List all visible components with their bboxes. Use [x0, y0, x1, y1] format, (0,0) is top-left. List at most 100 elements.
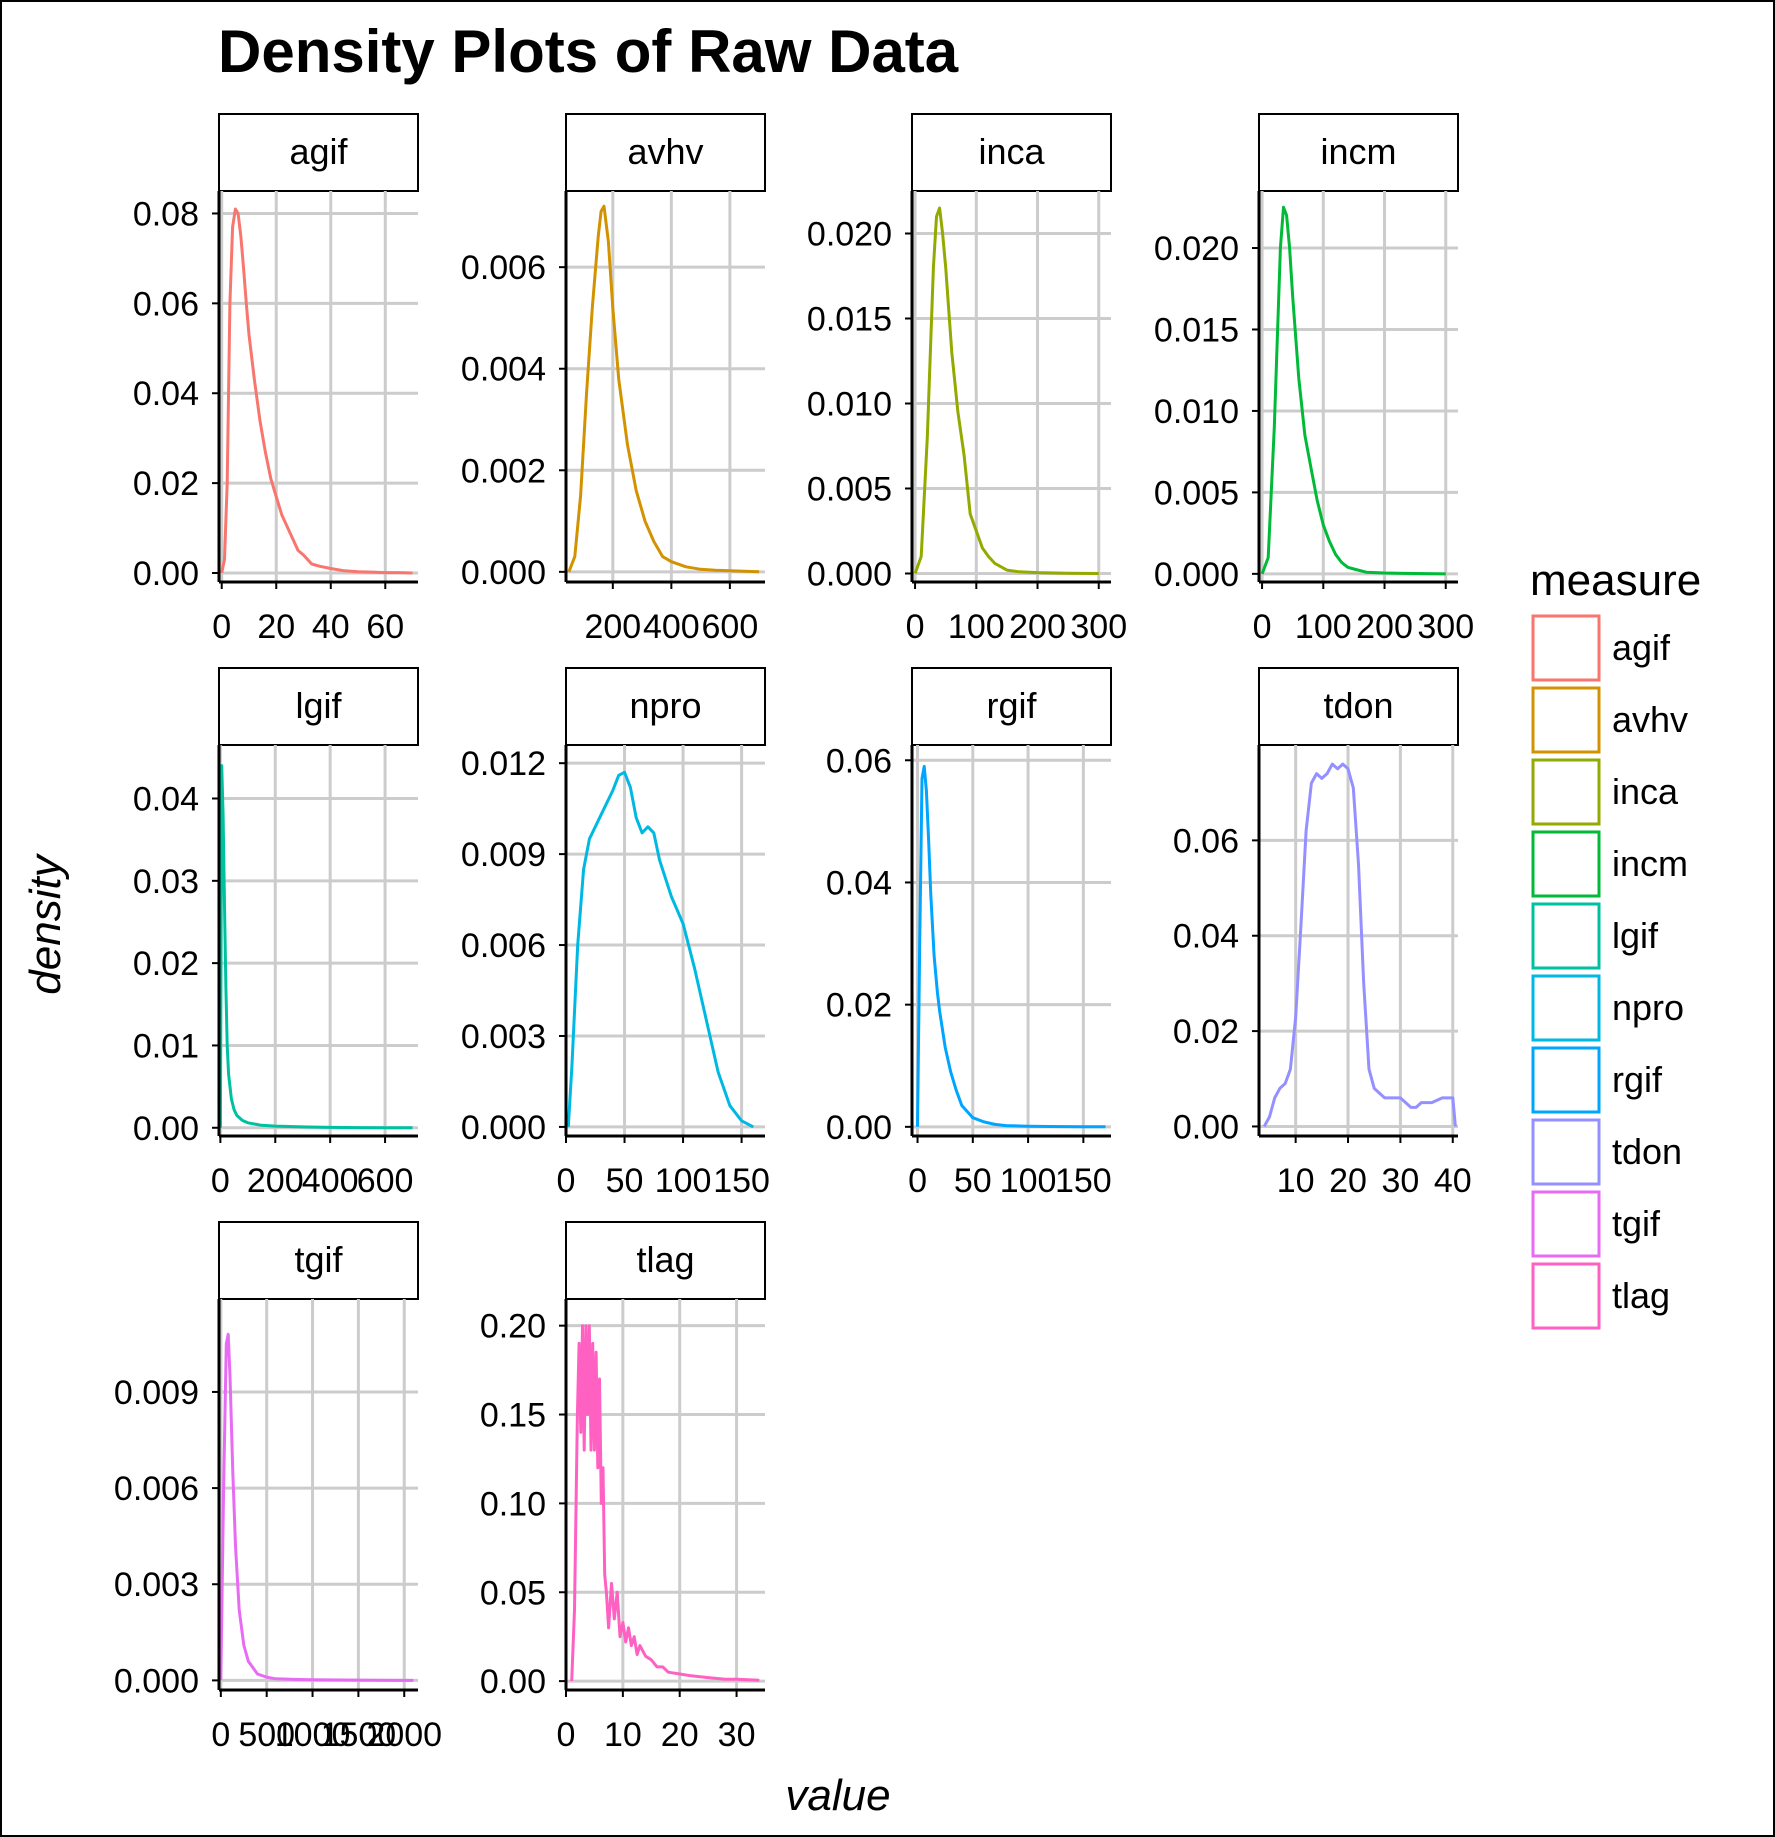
y-tick-label: 0.04: [826, 864, 892, 902]
y-tick-label: 0.04: [133, 781, 199, 819]
y-tick-label: 0.10: [480, 1485, 546, 1523]
density-line-avhv: [567, 204, 760, 574]
x-tick-label: 30: [1381, 1162, 1419, 1200]
x-tick-label: 200: [247, 1162, 304, 1200]
x-tick-label: 2000: [366, 1716, 442, 1754]
y-tick-label: 0.020: [1154, 230, 1239, 268]
y-tick-label: 0.010: [807, 386, 892, 424]
x-tick-label: 0: [212, 608, 231, 646]
facet-strip: [218, 667, 419, 746]
y-tick-label: 0.00: [480, 1663, 546, 1701]
facet-strip-label: rgif: [986, 685, 1037, 726]
y-tick-label: 0.000: [114, 1662, 199, 1700]
y-tick-label: 0.005: [1154, 474, 1239, 512]
legend-key-inca: [1531, 758, 1601, 826]
y-tick-label: 0.02: [1173, 1013, 1239, 1051]
x-tick-label: 200: [1356, 608, 1413, 646]
x-tick-label: 100: [948, 608, 1005, 646]
y-tick-label: 0.005: [807, 471, 892, 509]
y-tick-label: 0.06: [133, 285, 199, 323]
x-tick-label: 0: [557, 1716, 576, 1754]
x-tick-label: 40: [312, 608, 350, 646]
y-tick-label: 0.012: [461, 745, 546, 783]
facet-strip-label: agif: [289, 131, 348, 172]
legend-label-lgif: lgif: [1612, 915, 1659, 956]
facet-strip: [1258, 113, 1459, 192]
x-tick-label: 300: [1070, 608, 1127, 646]
facet-strip: [911, 667, 1112, 746]
x-tick-label: 150: [713, 1162, 770, 1200]
density-line-tdon: [1262, 762, 1457, 1128]
density-line-lgif: [218, 764, 413, 1130]
x-tick-label: 100: [655, 1162, 712, 1200]
y-tick-label: 0.00: [133, 555, 199, 593]
x-tick-label: 0: [557, 1162, 576, 1200]
facet-panel-tlag: tlag 0.00 0.05 0.10 0.15 0.20 0 10 20 30: [480, 1221, 766, 1754]
x-axis-label: value: [785, 1771, 890, 1820]
facet-strip: [1258, 667, 1459, 746]
facet-panel-avhv: avhv 0.000 0.002 0.004 0.006 200 400 600: [461, 113, 766, 646]
x-tick-label: 0: [211, 1716, 230, 1754]
x-tick-label: 200: [584, 608, 641, 646]
x-tick-label: 0: [906, 608, 925, 646]
x-tick-label: 50: [954, 1162, 992, 1200]
y-tick-label: 0.009: [114, 1374, 199, 1412]
y-tick-label: 0.02: [133, 945, 199, 983]
x-tick-label: 20: [661, 1716, 699, 1754]
y-tick-label: 0.003: [114, 1566, 199, 1604]
x-tick-label: 10: [1277, 1162, 1315, 1200]
density-line-agif: [220, 207, 413, 575]
x-tick-label: 500: [238, 1716, 295, 1754]
facet-strip: [911, 113, 1112, 192]
x-tick-label: 50: [606, 1162, 644, 1200]
facet-panel-tdon: tdon 0.00 0.02 0.04 0.06 10 20 30 40: [1173, 667, 1472, 1200]
y-axis-label: density: [21, 852, 70, 994]
legend-label-tgif: tgif: [1612, 1203, 1661, 1244]
x-tick-label: 600: [357, 1162, 414, 1200]
y-tick-label: 0.05: [480, 1574, 546, 1612]
facet-strip-label: avhv: [627, 131, 703, 172]
y-tick-label: 0.003: [461, 1018, 546, 1056]
facet-strip-label: tdon: [1323, 685, 1393, 726]
legend-key-agif: [1531, 614, 1601, 682]
facet-strip-label: incm: [1320, 131, 1396, 172]
y-tick-label: 0.000: [461, 1109, 546, 1147]
x-tick-label: 400: [302, 1162, 359, 1200]
legend-key-tlag: [1531, 1262, 1601, 1330]
y-tick-label: 0.006: [461, 927, 546, 965]
x-tick-label: 1500: [321, 1716, 397, 1754]
legend-label-agif: agif: [1612, 627, 1671, 668]
y-tick-label: 0.06: [826, 742, 892, 780]
legend-title: measure: [1530, 556, 1701, 605]
y-tick-label: 0.20: [480, 1308, 546, 1346]
x-tick-label: 0: [1253, 608, 1272, 646]
density-line-npro: [566, 770, 754, 1129]
legend-label-avhv: avhv: [1612, 699, 1688, 740]
density-line-rgif: [916, 764, 1106, 1129]
facet-strip-label: tgif: [294, 1239, 343, 1280]
y-tick-label: 0.04: [1173, 918, 1239, 956]
x-tick-label: 10: [604, 1716, 642, 1754]
facet-strip: [565, 667, 766, 746]
facet-strip: [565, 113, 766, 192]
x-tick-label: 1000: [275, 1716, 351, 1754]
legend: measure agif avhv inca incm lgif npro rgif tdon…: [1530, 556, 1701, 1330]
y-tick-label: 0.010: [1154, 393, 1239, 431]
y-tick-label: 0.00: [133, 1110, 199, 1148]
facet-panel-agif: agif 0.00 0.02 0.04 0.06 0.08 0 20 40 60: [133, 113, 419, 646]
facet-panel-incm: incm 0.000 0.005 0.010 0.015 0.020 0 100 200 300: [1154, 113, 1474, 646]
x-tick-label: 300: [1417, 608, 1474, 646]
y-tick-label: 0.04: [133, 375, 199, 413]
y-tick-label: 0.08: [133, 195, 199, 233]
x-tick-label: 100: [1295, 608, 1352, 646]
y-tick-label: 0.002: [461, 452, 546, 490]
legend-key-avhv: [1531, 686, 1601, 754]
y-tick-label: 0.01: [133, 1027, 199, 1065]
legend-label-inca: inca: [1612, 771, 1679, 812]
legend-label-tlag: tlag: [1612, 1275, 1670, 1316]
y-tick-label: 0.020: [807, 216, 892, 254]
legend-key-rgif: [1531, 1046, 1601, 1114]
